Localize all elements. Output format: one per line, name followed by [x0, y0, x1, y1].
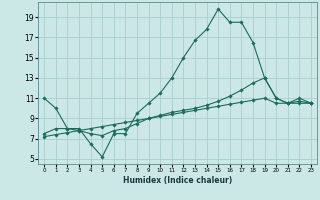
X-axis label: Humidex (Indice chaleur): Humidex (Indice chaleur): [123, 176, 232, 185]
